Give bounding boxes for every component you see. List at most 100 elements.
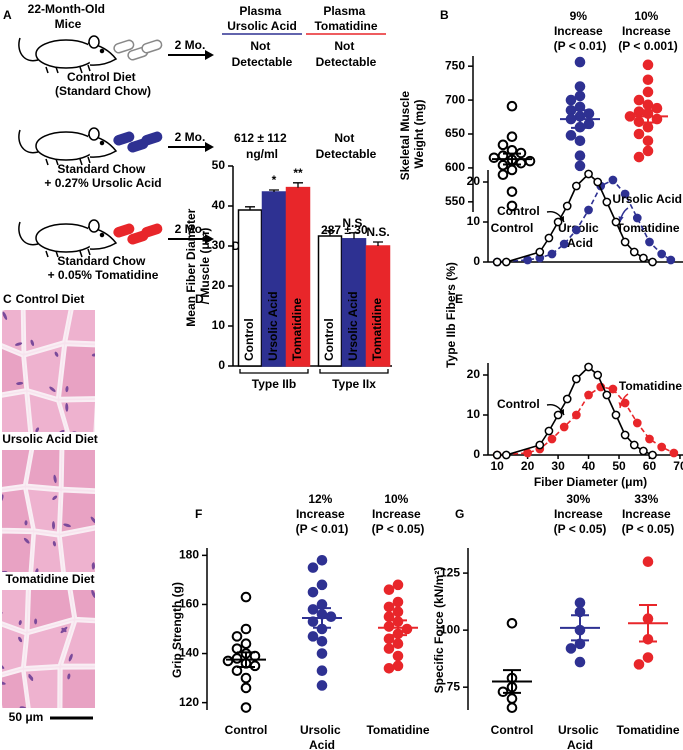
text-line: (P < 0.05) [554,522,607,536]
nucleus [28,673,34,682]
panel-letter: G [455,507,464,521]
diet-pellet [113,223,135,238]
data-point [574,597,586,609]
data-point [632,213,642,223]
data-point [657,249,667,259]
y-tick-label: 75 [447,679,461,693]
data-point [506,131,518,143]
histology-image [2,450,95,572]
data-point [401,623,413,635]
data-point [553,217,563,227]
data-point [565,643,577,654]
text-line: Acid [567,236,593,250]
sem-bar [503,669,521,694]
image-label: Ursolic Acid Diet [2,432,98,446]
bar-label: Control [242,318,256,361]
x-tick-label: Tomatidine [616,723,679,737]
nucleus [34,618,38,625]
y-tick-label: 125 [440,565,460,579]
y-tick-label: 20 [467,174,481,188]
diet-pellet [113,131,135,146]
y-tick-label: 40 [212,198,226,212]
arrow-head [205,234,214,244]
mouse-leg [55,158,59,166]
sem-bar [571,614,589,642]
data-point [392,579,404,591]
text-line: Ursolic [300,723,344,737]
data-point [307,631,319,642]
text-line: Increase [296,507,348,521]
nucleus [52,495,58,501]
muscle-fiber [65,310,95,344]
data-point [620,189,630,199]
muscle-fiber [25,450,62,489]
data-point [620,430,630,440]
text-line: (P < 0.01) [296,522,349,536]
nucleus [67,673,71,680]
data-point [497,139,509,151]
text-line: Increase [622,24,674,38]
text-line: Increase [554,507,606,521]
mouse-ear [88,219,100,233]
mouse-icon [18,35,118,74]
muscle-fiber [70,590,95,620]
data-point [584,169,593,179]
nucleus [68,653,73,662]
data-point [240,623,252,635]
muscle-fiber [2,346,27,395]
nucleus [2,663,5,669]
data-point [572,181,581,191]
nucleus [30,339,35,346]
error-bar [349,232,359,239]
text-line: Control [491,723,534,737]
text-line: Acid [567,738,593,750]
data-point [633,151,645,163]
data-point [642,86,654,98]
data-point [574,56,586,68]
text-line: Plasma [323,4,368,18]
data-point [383,621,395,632]
series-label: Ursolic Acid [612,192,682,206]
text-line: Tomatidine [366,723,429,737]
nucleus [2,478,3,484]
diet-label: Control Diet (Standard Chow) [55,70,151,98]
data-point [629,247,639,257]
y-tick-label: 50 [212,158,226,172]
significance-label: N.S. [342,216,365,230]
plasma-level: Not Detectable [316,39,377,69]
x-tick-label: Control [491,723,534,737]
data-point [593,177,603,187]
y-tick-label: 600 [445,160,465,174]
data-point [316,680,328,691]
sem-bar [639,109,657,124]
data-point [506,200,518,212]
data-point [639,253,648,263]
text-line: (Standard Chow) [55,84,151,98]
data-point [544,233,554,243]
series-label: Tomatidine [619,379,682,393]
mouse-eye [99,232,105,238]
bar-label: Ursolic Acid [346,291,360,361]
muscle-fiber [59,490,95,534]
text-line: (P < 0.01) [554,39,607,53]
image-label: Tomatidine Diet [5,572,94,586]
x-tick-label: Control [225,723,268,737]
data-point [645,237,654,247]
text-line: / Muscle (μm) [198,228,212,305]
nucleus [58,429,65,432]
nucleus [35,427,40,432]
mouse-tail [18,129,39,154]
mouse-leg [87,248,91,256]
data-point [383,643,395,654]
nucleus [18,620,22,626]
y-axis-label: Grip Strength (g) [170,582,184,678]
data-point [642,145,654,157]
text-line: (P < 0.05) [622,522,675,536]
data-point [553,410,563,420]
muscle-fiber [2,450,32,489]
text-line: 612 ± 112 [234,131,290,145]
data-point [316,635,328,647]
muscle-fiber [2,487,34,531]
y-tick-label: 0 [218,358,225,372]
y-tick-label: 700 [445,92,465,106]
